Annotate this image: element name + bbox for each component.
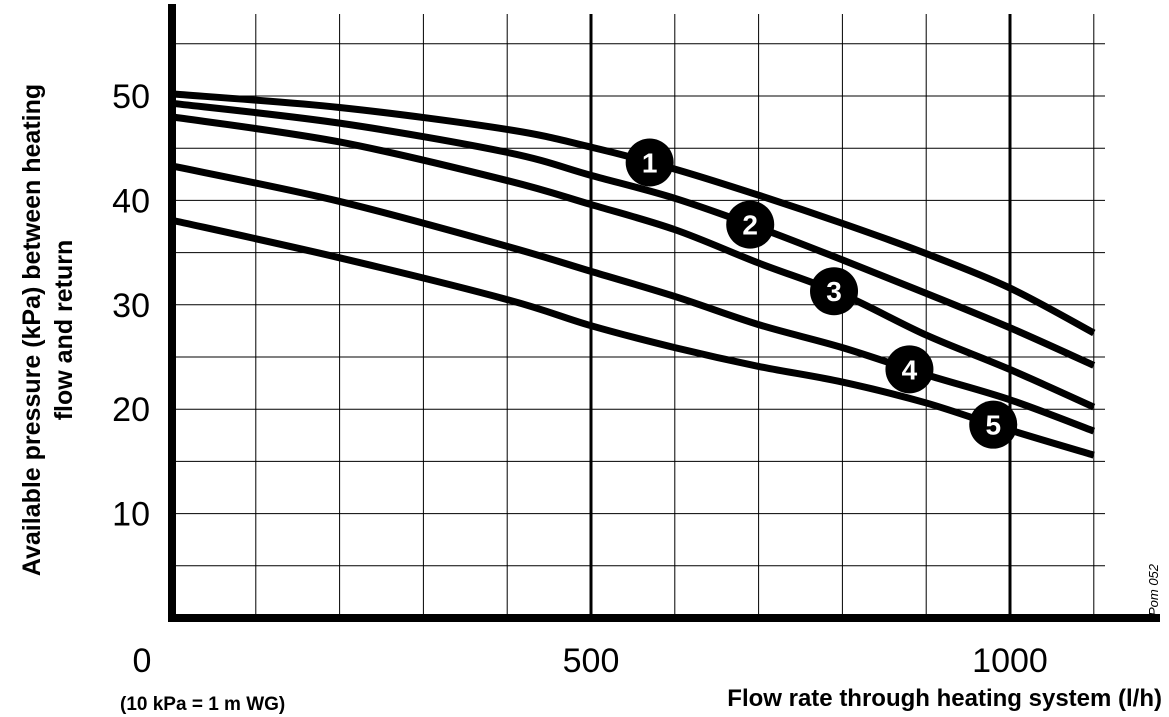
- y-tick-label: 10: [112, 496, 150, 534]
- series-marker-3: [810, 267, 859, 316]
- x-tick-label: 0: [133, 642, 152, 680]
- series-marker-5: [969, 400, 1018, 449]
- x-tick-label: 500: [563, 642, 620, 680]
- series-marker-label-2: 2: [742, 210, 758, 241]
- series-line-5: [171, 216, 1095, 459]
- y-axis-label-line-1: Available pressure (kPa) between heating: [18, 84, 46, 576]
- figure-code: Pom 052: [1146, 563, 1161, 616]
- series-marker-label-3: 3: [826, 276, 842, 307]
- x-axis-label: Flow rate through heating system (l/h): [727, 685, 1162, 712]
- x-tick-label: 1000: [972, 642, 1048, 680]
- y-tick-label: 50: [112, 78, 150, 116]
- tick-labels: 0 500 1000 10 20 30 40 50: [112, 78, 1048, 680]
- series-line-1: [171, 90, 1096, 337]
- grid: [172, 14, 1105, 618]
- series-marker-2: [726, 200, 775, 249]
- y-tick-label: 40: [112, 182, 150, 220]
- series-marker-label-1: 1: [642, 148, 658, 179]
- y-tick-label: 30: [112, 287, 150, 325]
- series-lines: [171, 90, 1096, 459]
- series-marker-label-4: 4: [902, 354, 918, 385]
- y-axis-label-line-2: flow and return: [50, 240, 78, 421]
- series-marker-label-5: 5: [985, 410, 1001, 441]
- axes: [168, 4, 1160, 622]
- series-markers: 1 2 3 4 5: [625, 138, 1018, 449]
- series-line-3: [171, 113, 1096, 411]
- series-marker-4: [885, 345, 934, 394]
- unit-note: (10 kPa = 1 m WG): [120, 694, 285, 715]
- y-tick-label: 20: [112, 391, 150, 429]
- series-line-2: [171, 99, 1096, 369]
- series-line-4: [171, 162, 1096, 435]
- series-marker-1: [625, 138, 674, 187]
